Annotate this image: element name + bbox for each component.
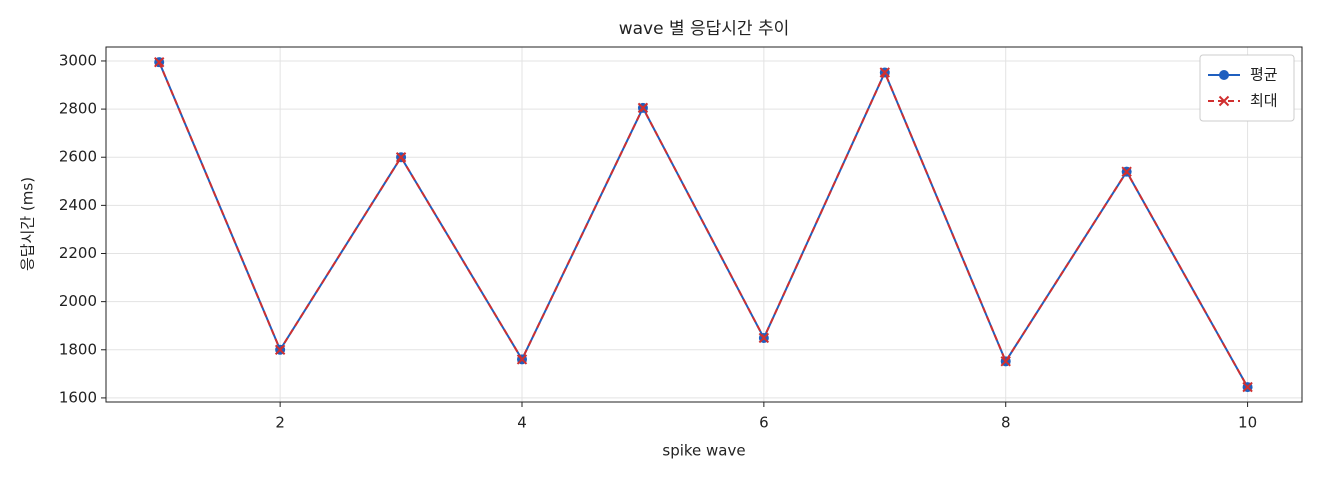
x-tick-label: 6: [759, 414, 769, 432]
x-tick-label: 4: [517, 414, 527, 432]
y-tick-label: 2800: [59, 100, 97, 118]
marker: [1219, 70, 1229, 80]
x-tick-label: 8: [1001, 414, 1011, 432]
chart-title: wave 별 응답시간 추이: [619, 19, 790, 39]
y-axis-label: 응답시간 (ms): [19, 177, 37, 271]
legend-label: 최대: [1250, 92, 1278, 110]
y-tick-label: 2600: [59, 148, 97, 166]
series-line: [158, 61, 1249, 388]
marker: [274, 344, 286, 355]
x-axis-label: spike wave: [662, 442, 745, 460]
marker: [516, 354, 528, 365]
y-tick-label: 2000: [59, 292, 97, 310]
x-tick-label: 10: [1238, 414, 1257, 432]
legend-label: 평균: [1250, 66, 1278, 84]
marker: [1242, 381, 1253, 393]
y-tick-label: 1600: [59, 388, 97, 406]
marker: [758, 332, 770, 344]
marker: [637, 102, 649, 114]
marker: [1121, 166, 1132, 177]
marker: [879, 67, 890, 78]
plot-frame: [105, 46, 1303, 403]
y-tick-label: 2200: [59, 244, 97, 262]
marker: [395, 152, 407, 163]
marker: [1000, 356, 1011, 367]
y-tick-label: 1800: [59, 340, 97, 358]
marker: [154, 56, 165, 68]
marker: [1218, 95, 1230, 107]
x-tick-label: 2: [275, 414, 285, 432]
y-tick-label: 3000: [59, 51, 97, 69]
y-tick-label: 2400: [59, 196, 97, 214]
legend-box: [1199, 54, 1295, 122]
